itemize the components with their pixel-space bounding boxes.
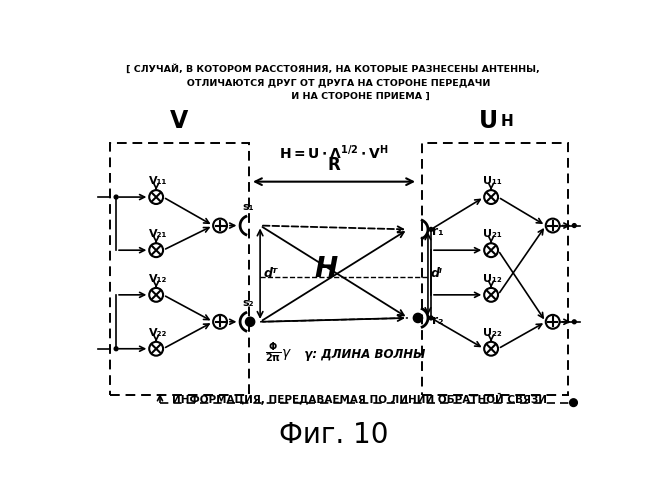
Circle shape bbox=[484, 190, 498, 204]
Text: dᴵ: dᴵ bbox=[431, 267, 443, 280]
Text: s₂: s₂ bbox=[242, 298, 253, 308]
Circle shape bbox=[149, 244, 163, 257]
Text: U₂₁: U₂₁ bbox=[483, 230, 502, 239]
Circle shape bbox=[245, 317, 255, 326]
Bar bbox=[110, 143, 249, 395]
Circle shape bbox=[546, 218, 560, 232]
Text: $\mathit{\gamma}$: $\mathit{\gamma}$ bbox=[281, 346, 292, 362]
Circle shape bbox=[484, 288, 498, 302]
Circle shape bbox=[213, 315, 227, 328]
Circle shape bbox=[213, 218, 227, 232]
Text: U₁₁: U₁₁ bbox=[483, 176, 502, 186]
Text: $\mathbf{H = U \cdot \Lambda^{1/2} \cdot V^H}$: $\mathbf{H = U \cdot \Lambda^{1/2} \cdot… bbox=[279, 143, 388, 162]
Text: V: V bbox=[170, 109, 188, 133]
Circle shape bbox=[413, 314, 422, 322]
Text: U₂₂: U₂₂ bbox=[483, 328, 502, 338]
Text: R: R bbox=[327, 156, 340, 174]
Circle shape bbox=[149, 190, 163, 204]
Text: V₂₁: V₂₁ bbox=[148, 230, 167, 239]
Text: γ: ДЛИНА ВОЛНЫ: γ: ДЛИНА ВОЛНЫ bbox=[292, 348, 425, 360]
Text: V₂₂: V₂₂ bbox=[148, 328, 167, 338]
Text: U₁₂: U₁₂ bbox=[483, 274, 502, 284]
Text: $\mathbf{\frac{\Phi}{2\pi}}$: $\mathbf{\frac{\Phi}{2\pi}}$ bbox=[266, 340, 282, 365]
Circle shape bbox=[149, 288, 163, 302]
Circle shape bbox=[114, 195, 118, 199]
Circle shape bbox=[570, 399, 577, 406]
Text: s₁: s₁ bbox=[242, 202, 253, 211]
Text: r₂: r₂ bbox=[432, 314, 443, 327]
Text: H: H bbox=[314, 256, 338, 283]
Circle shape bbox=[429, 228, 433, 232]
Text: ИНФОРМАЦИЯ, ПЕРЕДАВАЕМАЯ ПО ЛИНИИ ОБРАТНОЙ СВЯЗИ: ИНФОРМАЦИЯ, ПЕРЕДАВАЕМАЯ ПО ЛИНИИ ОБРАТН… bbox=[172, 393, 547, 405]
Text: V₁₁: V₁₁ bbox=[148, 176, 167, 186]
Circle shape bbox=[484, 244, 498, 257]
Circle shape bbox=[114, 347, 118, 350]
Circle shape bbox=[546, 315, 560, 328]
Circle shape bbox=[149, 342, 163, 355]
Text: V₁₂: V₁₂ bbox=[148, 274, 167, 284]
Text: Фиг. 10: Фиг. 10 bbox=[279, 421, 388, 449]
Bar bbox=[422, 143, 568, 395]
Text: [ СЛУЧАЙ, В КОТОРОМ РАССТОЯНИЯ, НА КОТОРЫЕ РАЗНЕСЕНЫ АНТЕННЫ,
   ОТЛИЧАЮТСЯ ДРУГ: [ СЛУЧАЙ, В КОТОРОМ РАССТОЯНИЯ, НА КОТОР… bbox=[126, 64, 540, 100]
Circle shape bbox=[484, 342, 498, 355]
Text: U: U bbox=[479, 109, 499, 133]
Circle shape bbox=[572, 320, 576, 324]
Text: r₁: r₁ bbox=[432, 225, 443, 238]
Circle shape bbox=[572, 224, 576, 228]
Text: dᵀ: dᵀ bbox=[264, 267, 279, 280]
Circle shape bbox=[429, 316, 433, 320]
Text: H: H bbox=[501, 114, 514, 130]
